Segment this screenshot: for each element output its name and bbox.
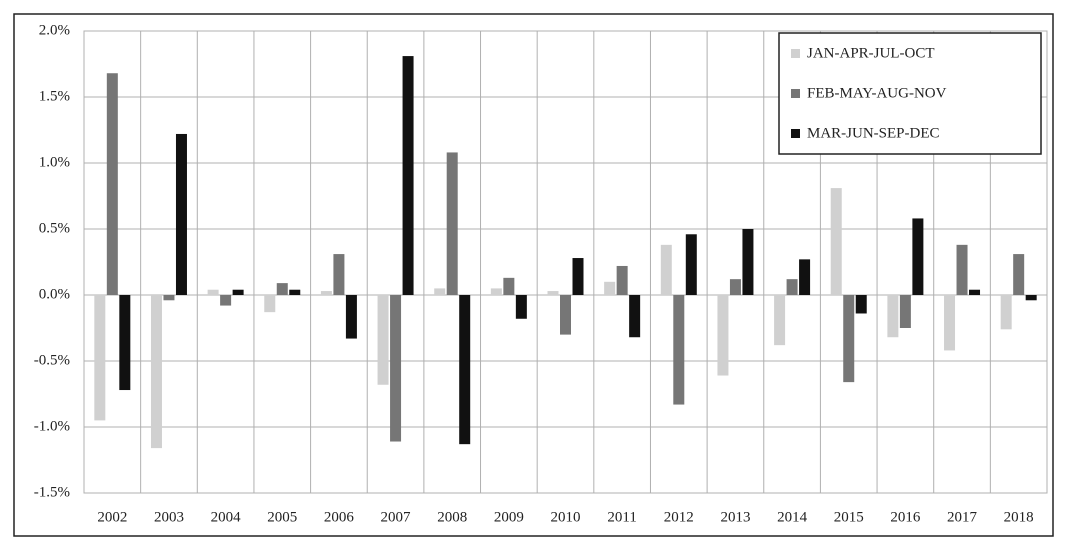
y-tick-label: 0.5% xyxy=(39,220,70,236)
x-tick-label: 2018 xyxy=(1004,509,1034,525)
y-tick-label: -0.5% xyxy=(34,352,70,368)
x-tick-label: 2009 xyxy=(494,509,524,525)
bar xyxy=(660,244,672,295)
bar xyxy=(333,254,345,295)
x-tick-label: 2008 xyxy=(437,509,467,525)
legend-box xyxy=(778,32,1042,155)
bar xyxy=(604,281,616,295)
bar xyxy=(956,244,968,295)
legend-label: JAN-APR-JUL-OCT xyxy=(807,45,935,61)
bar xyxy=(390,295,402,442)
legend-label: FEB-MAY-AUG-NOV xyxy=(807,85,947,101)
bar xyxy=(345,295,357,339)
bar xyxy=(106,73,118,296)
bar xyxy=(150,295,162,449)
bar xyxy=(490,288,502,295)
bar xyxy=(1013,254,1025,295)
bar xyxy=(673,295,685,405)
bar xyxy=(843,295,855,383)
legend-swatch xyxy=(791,49,800,58)
x-tick-label: 2005 xyxy=(267,509,297,525)
bar xyxy=(560,295,571,335)
x-tick-label: 2006 xyxy=(324,509,355,525)
x-tick-label: 2003 xyxy=(154,509,184,525)
bar xyxy=(119,295,131,391)
bar xyxy=(616,265,628,295)
y-tick-label: 0.0% xyxy=(39,286,70,302)
bar xyxy=(503,277,515,295)
bar xyxy=(742,229,754,295)
bar xyxy=(685,234,697,295)
legend-swatch xyxy=(791,129,800,138)
bar xyxy=(899,295,911,328)
bar xyxy=(459,295,471,445)
bar xyxy=(276,283,288,295)
x-tick-label: 2016 xyxy=(890,509,921,525)
bar xyxy=(912,218,924,295)
bar xyxy=(629,295,641,338)
bar xyxy=(264,295,276,313)
bar xyxy=(1025,295,1037,301)
x-tick-label: 2011 xyxy=(607,509,636,525)
x-tick-label: 2012 xyxy=(664,509,694,525)
x-tick-label: 2014 xyxy=(777,509,808,525)
bar xyxy=(377,295,389,385)
bar xyxy=(515,295,527,319)
y-tick-label: -1.5% xyxy=(34,484,70,500)
bar xyxy=(547,291,559,295)
plot-border xyxy=(83,30,1048,494)
bar xyxy=(572,258,584,295)
bar xyxy=(175,133,187,295)
x-tick-label: 2002 xyxy=(97,509,127,525)
x-tick-label: 2013 xyxy=(720,509,750,525)
y-tick-label: 2.0% xyxy=(39,22,70,38)
bar xyxy=(774,295,786,346)
bar xyxy=(232,289,244,295)
legend-label: MAR-JUN-SEP-DEC xyxy=(807,125,940,141)
bar xyxy=(94,295,106,421)
bar xyxy=(887,295,899,338)
bar xyxy=(855,295,867,314)
y-tick-label: 1.0% xyxy=(39,154,70,170)
bar xyxy=(944,295,956,351)
bar xyxy=(402,56,414,295)
bar xyxy=(1000,295,1012,330)
bar xyxy=(786,279,798,295)
bar xyxy=(207,289,219,295)
bar xyxy=(289,289,301,295)
bar xyxy=(320,291,332,295)
bar xyxy=(446,152,458,295)
y-tick-label: -1.0% xyxy=(34,418,70,434)
bar xyxy=(220,295,232,306)
bar xyxy=(830,188,842,295)
bar xyxy=(717,295,729,376)
bar xyxy=(163,295,175,301)
bar xyxy=(799,259,811,295)
bar xyxy=(969,289,981,295)
x-tick-label: 2015 xyxy=(834,509,864,525)
x-tick-label: 2017 xyxy=(947,509,978,525)
x-tick-label: 2004 xyxy=(211,509,242,525)
x-tick-label: 2007 xyxy=(381,509,412,525)
legend-swatch xyxy=(791,89,800,98)
bar xyxy=(729,279,741,295)
y-tick-label: 1.5% xyxy=(39,88,70,104)
x-tick-label: 2010 xyxy=(551,509,581,525)
bar xyxy=(434,288,446,295)
